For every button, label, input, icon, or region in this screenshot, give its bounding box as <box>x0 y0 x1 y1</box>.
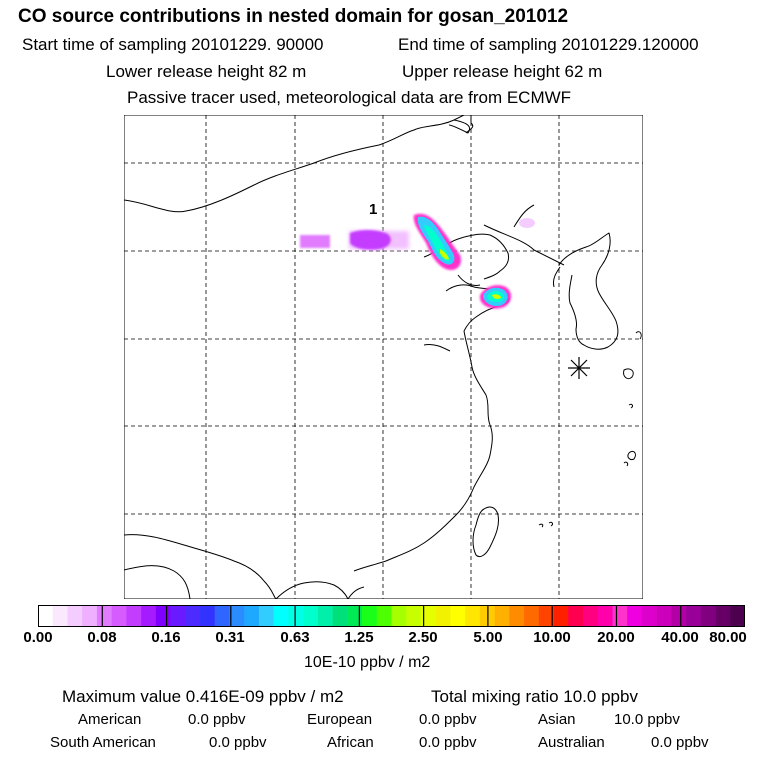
coastlines <box>124 115 642 599</box>
color-swatch <box>155 605 171 627</box>
color-swatch <box>347 605 363 627</box>
plume-patch-east <box>519 218 535 228</box>
region-value: 0.0 ppbv <box>419 734 477 751</box>
tick-label: 0.16 <box>151 629 181 646</box>
color-swatch <box>200 605 216 627</box>
total-mixing-label: Total mixing ratio 10.0 ppbv <box>431 687 638 706</box>
region-name: African <box>327 734 374 751</box>
color-swatch <box>303 605 319 627</box>
region-name: European <box>307 711 373 728</box>
region-value: 10.0 ppbv <box>614 711 680 728</box>
color-swatch <box>538 605 554 627</box>
tick-label: 40.00 <box>661 629 699 646</box>
color-swatch <box>700 605 716 627</box>
color-swatch <box>524 605 540 627</box>
color-swatch <box>82 605 98 627</box>
color-swatch <box>317 605 333 627</box>
upper-height-label: Upper release height 62 m <box>402 62 603 81</box>
tracer-note: Passive tracer used, meteorological data… <box>127 88 572 107</box>
units-label: 10E-10 ppbv / m2 <box>304 654 431 671</box>
color-swatch <box>376 605 392 627</box>
tick-label: 5.00 <box>473 629 503 646</box>
color-swatch <box>641 605 657 627</box>
color-swatch <box>96 605 112 627</box>
footprint-map: 1 <box>124 115 643 599</box>
region-value: 0.0 ppbv <box>209 734 267 751</box>
color-swatch <box>582 605 599 627</box>
color-swatch <box>332 605 348 627</box>
color-swatch <box>273 605 289 627</box>
tick-label: 0.31 <box>215 629 245 646</box>
color-swatch <box>244 605 260 627</box>
color-swatch <box>126 605 142 627</box>
plume-patch-center <box>350 230 391 250</box>
color-swatch <box>612 605 628 627</box>
tick-label: 0.63 <box>280 629 310 646</box>
tick-label: 0.00 <box>23 629 53 646</box>
color-swatch <box>627 605 643 627</box>
plume-patch-west <box>300 235 330 248</box>
color-swatch <box>362 605 378 627</box>
tick-label: 2.50 <box>408 629 438 646</box>
plume-streak-peak <box>440 249 449 260</box>
color-swatch <box>730 605 745 627</box>
color-swatch <box>597 605 613 627</box>
region-name: South American <box>50 734 156 751</box>
max-value-label: Maximum value 0.416E-09 ppbv / m2 <box>62 687 344 706</box>
color-swatch <box>38 605 54 627</box>
region-value: 0.0 ppbv <box>651 734 709 751</box>
color-swatch <box>391 605 407 627</box>
tick-label: 20.00 <box>597 629 635 646</box>
color-swatch <box>671 605 687 627</box>
tick-label: 0.08 <box>87 629 117 646</box>
region-name: Asian <box>538 711 576 728</box>
color-swatch <box>553 605 569 627</box>
color-swatch <box>686 605 702 627</box>
region-value: 0.0 ppbv <box>419 711 477 728</box>
map-frame <box>124 115 643 599</box>
bar-border <box>38 605 745 627</box>
lat-lon-grid <box>124 115 643 599</box>
region-value: 0.0 ppbv <box>188 711 246 728</box>
color-swatch <box>509 605 525 627</box>
concentration-plume <box>300 213 535 309</box>
color-swatch <box>715 605 731 627</box>
tick-label: 80.00 <box>709 629 747 646</box>
lower-height-label: Lower release height 82 m <box>106 62 307 81</box>
color-swatch <box>141 605 157 627</box>
color-swatch <box>406 605 422 627</box>
tick-label: 1.25 <box>344 629 374 646</box>
color-swatch <box>258 605 274 627</box>
end-time-label: End time of sampling 20101229.120000 <box>398 35 699 54</box>
plot-title: CO source contributions in nested domain… <box>18 6 569 27</box>
color-swatch <box>185 605 201 627</box>
color-swatch <box>67 605 83 627</box>
plume-blob-peak <box>492 294 501 299</box>
region-name: Australian <box>538 734 605 751</box>
asterisk-icon <box>568 357 590 379</box>
color-swatch <box>52 605 68 627</box>
color-swatch <box>288 605 304 627</box>
color-swatch <box>656 605 672 627</box>
color-swatch <box>465 605 481 627</box>
region-name: American <box>78 711 142 728</box>
color-swatch <box>420 605 436 627</box>
color-swatch <box>450 605 466 627</box>
color-swatch <box>568 605 584 627</box>
source-label: 1 <box>369 201 377 218</box>
color-swatch <box>229 605 245 627</box>
color-swatch <box>170 605 186 627</box>
tick-label: 10.00 <box>533 629 571 646</box>
start-time-label: Start time of sampling 20101229. 90000 <box>22 35 324 54</box>
color-swatch <box>214 605 230 627</box>
color-swatch <box>111 605 127 627</box>
color-scale-bar <box>38 605 745 627</box>
color-swatch <box>494 605 510 627</box>
color-swatch <box>435 605 451 627</box>
